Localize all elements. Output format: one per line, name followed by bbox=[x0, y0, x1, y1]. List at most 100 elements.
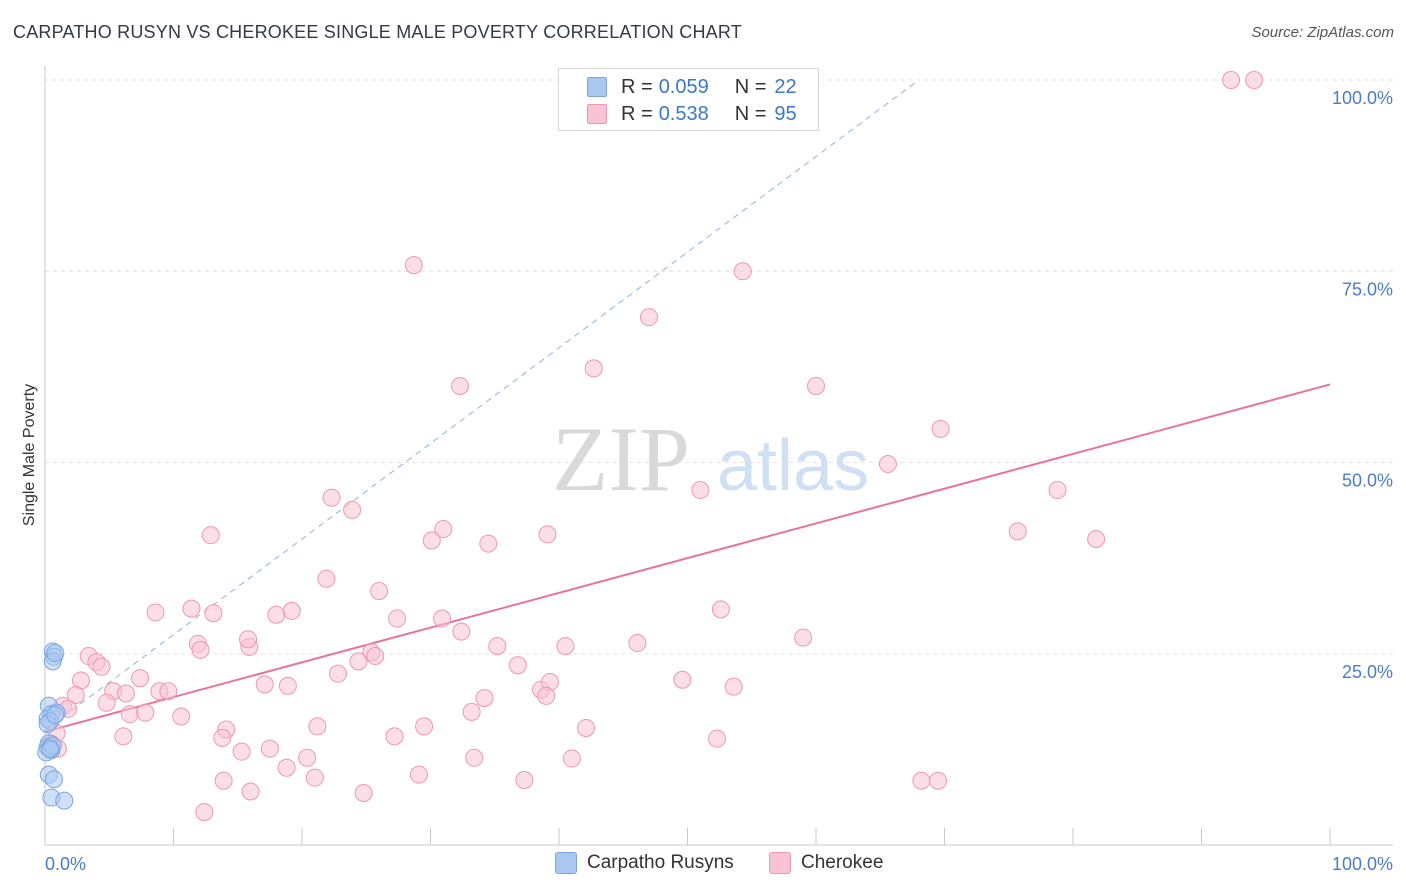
bottom-legend-cherokee[interactable]: Cherokee bbox=[769, 852, 883, 874]
grid-lines bbox=[45, 79, 1393, 655]
cherokee-point bbox=[388, 609, 407, 628]
y-tick-label: 75.0% bbox=[1342, 279, 1393, 299]
cherokee-point bbox=[278, 676, 297, 695]
legend-row-cherokee: R = 0.538 N = 95 bbox=[587, 102, 797, 126]
cherokee-point bbox=[673, 670, 692, 689]
carpatho-swatch bbox=[555, 852, 577, 874]
cherokee-swatch bbox=[769, 852, 791, 874]
cherokee-point bbox=[576, 718, 595, 737]
cherokee-point bbox=[232, 742, 251, 761]
carpatho-trend-line bbox=[44, 79, 920, 731]
cherokee-point bbox=[794, 628, 813, 647]
cherokee-point bbox=[452, 622, 471, 641]
cherokee-point bbox=[462, 702, 481, 721]
cherokee-point bbox=[929, 771, 948, 790]
cherokee-point bbox=[172, 707, 191, 726]
cherokee-point bbox=[508, 656, 527, 675]
cherokee-trend-line bbox=[44, 383, 1331, 733]
cherokee-point bbox=[136, 703, 155, 722]
legend-swatch-cherokee bbox=[587, 104, 607, 124]
cherokee-point bbox=[328, 664, 347, 683]
cherokee-point bbox=[422, 531, 441, 550]
trend-lines bbox=[44, 79, 1331, 733]
cherokee-point bbox=[241, 782, 260, 801]
cherokee-point bbox=[267, 605, 286, 624]
cherokee-point bbox=[116, 684, 135, 703]
cherokee-point bbox=[1048, 481, 1067, 500]
carpatho-label: Carpatho Rusyns bbox=[587, 852, 734, 873]
cherokee-point bbox=[515, 770, 534, 789]
cherokee-point bbox=[691, 481, 710, 500]
cherokee-point bbox=[708, 729, 727, 748]
x-tick-label: 100.0% bbox=[1332, 854, 1393, 874]
cherokee-point bbox=[807, 377, 825, 395]
cherokee-point bbox=[475, 689, 494, 708]
legend-n-value: 95 bbox=[774, 102, 797, 125]
cherokee-point bbox=[298, 748, 317, 767]
cherokee-point bbox=[322, 488, 341, 507]
carpatho-point bbox=[46, 705, 65, 724]
cherokee-point bbox=[159, 682, 178, 701]
cherokee-point bbox=[260, 739, 279, 758]
cherokee-point bbox=[201, 526, 220, 545]
cherokee-point bbox=[354, 783, 373, 802]
cherokee-point bbox=[639, 308, 658, 327]
cherokee-point bbox=[191, 640, 210, 659]
chart-title: CARPATHO RUSYN VS CHEROKEE SINGLE MALE P… bbox=[13, 22, 742, 42]
cherokee-point bbox=[465, 748, 484, 767]
cherokee-point bbox=[562, 749, 581, 768]
cherokee-point bbox=[433, 609, 452, 628]
source-label: Source: ZipAtlas.com bbox=[1251, 24, 1394, 41]
x-tick-label: 0.0% bbox=[45, 854, 86, 874]
cherokee-point bbox=[488, 637, 507, 656]
cherokee-point bbox=[538, 525, 557, 544]
cherokee-label: Cherokee bbox=[801, 852, 884, 873]
y-tick-label: 100.0% bbox=[1332, 88, 1393, 108]
cherokee-point bbox=[1245, 71, 1264, 89]
cherokee-point bbox=[308, 717, 327, 736]
cherokee-point bbox=[146, 603, 165, 622]
cherokee-point bbox=[195, 803, 214, 822]
cherokee-point bbox=[182, 599, 201, 618]
cherokee-point bbox=[584, 359, 603, 378]
cherokee-point bbox=[415, 717, 434, 736]
cherokee-point bbox=[92, 657, 111, 676]
cherokee-point bbox=[120, 705, 139, 724]
data-points bbox=[37, 71, 1264, 822]
cherokee-point bbox=[131, 669, 150, 688]
legend-r-value: 0.538 bbox=[658, 102, 709, 125]
legend-swatch-carpatho bbox=[587, 77, 607, 97]
watermark-zip: ZIP bbox=[552, 408, 690, 510]
watermark: ZIP atlas bbox=[552, 408, 869, 510]
cherokee-point bbox=[366, 647, 385, 666]
carpatho-point bbox=[46, 643, 65, 662]
cherokee-point bbox=[349, 652, 368, 671]
cherokee-point bbox=[255, 675, 274, 694]
cherokee-point bbox=[305, 768, 324, 787]
cherokee-point bbox=[97, 693, 116, 712]
cherokee-point bbox=[1222, 71, 1241, 89]
cherokee-point bbox=[213, 728, 232, 747]
y-tick-label: 50.0% bbox=[1342, 471, 1393, 491]
cherokee-point bbox=[317, 569, 336, 588]
cherokee-point bbox=[451, 377, 470, 395]
legend-n-value: 22 bbox=[774, 75, 797, 98]
y-tick-label: 25.0% bbox=[1342, 662, 1393, 682]
cherokee-point bbox=[66, 686, 85, 705]
cherokee-point bbox=[343, 500, 362, 519]
cherokee-point bbox=[931, 419, 950, 438]
cherokee-point bbox=[1008, 522, 1027, 541]
cherokee-point bbox=[912, 771, 931, 790]
cherokee-point bbox=[385, 727, 404, 746]
legend-r-value: 0.059 bbox=[658, 75, 709, 98]
cherokee-point bbox=[537, 686, 556, 705]
cherokee-point bbox=[733, 262, 752, 281]
cherokee-point bbox=[370, 582, 389, 601]
cherokee-point bbox=[479, 534, 498, 553]
watermark-atlas: atlas bbox=[717, 426, 869, 506]
carpatho-point bbox=[55, 791, 74, 810]
cherokee-point bbox=[409, 765, 428, 784]
bottom-legend-carpatho[interactable]: Carpatho Rusyns bbox=[555, 852, 734, 874]
cherokee-point bbox=[628, 634, 647, 653]
